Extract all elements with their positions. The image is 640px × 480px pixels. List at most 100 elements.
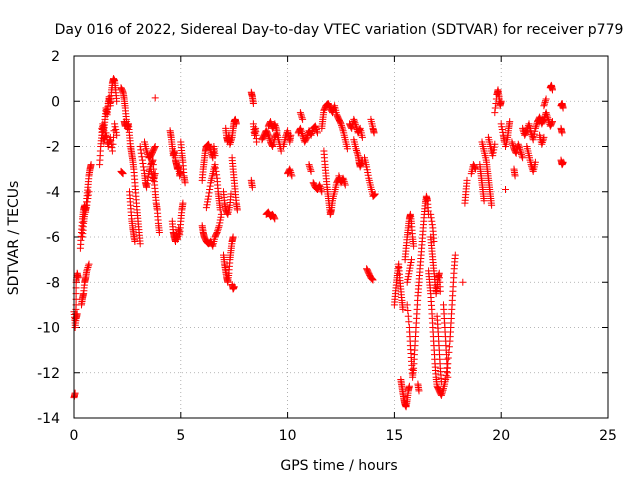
data-point [303, 133, 311, 141]
data-point [136, 240, 144, 248]
x-tick-label: 20 [492, 428, 510, 444]
data-point [151, 94, 159, 102]
data-point [351, 120, 359, 128]
data-point [226, 140, 234, 148]
data-point [516, 147, 524, 155]
data-point [227, 190, 235, 198]
data-point [265, 135, 273, 143]
data-point [85, 260, 93, 268]
data-point [558, 129, 566, 137]
data-point [155, 229, 163, 236]
data-point [84, 191, 92, 199]
data-point [317, 186, 325, 194]
data-point [491, 104, 499, 112]
data-point [471, 164, 479, 172]
data-point [451, 251, 459, 259]
data-point [233, 206, 241, 214]
data-point [511, 172, 519, 180]
data-point [408, 256, 415, 264]
data-point [491, 140, 499, 148]
data-point [405, 382, 413, 390]
data-point [298, 114, 306, 122]
data-point [427, 214, 435, 222]
data-point [288, 172, 296, 180]
data-point [151, 170, 159, 178]
data-point [151, 144, 159, 152]
data-point [356, 163, 364, 171]
data-point [109, 140, 117, 148]
data-point [341, 179, 349, 187]
data-point [531, 158, 539, 166]
data-point [211, 152, 219, 160]
data-point [549, 118, 556, 126]
data-point [212, 167, 220, 175]
data-point [102, 129, 110, 137]
data-point [307, 167, 315, 175]
data-point [405, 318, 413, 326]
data-point [113, 131, 121, 139]
data-point [430, 238, 438, 245]
data-point [286, 165, 294, 173]
x-tick-label: 25 [599, 428, 617, 444]
data-point [143, 183, 151, 191]
data-point [463, 176, 471, 184]
data-point [559, 104, 567, 112]
data-point [253, 138, 261, 146]
y-tick-label: -14 [37, 411, 60, 427]
data-point [308, 130, 316, 137]
data-point [444, 354, 452, 362]
data-point [548, 119, 556, 127]
data-point [314, 129, 321, 137]
data-point [312, 126, 320, 133]
x-tick-label: 15 [385, 428, 403, 444]
chart-title: Day 016 of 2022, Sidereal Day-to-day VTE… [55, 22, 624, 38]
data-point [459, 278, 467, 286]
data-points [70, 75, 567, 411]
data-point [443, 368, 451, 376]
data-point [217, 210, 225, 218]
data-point [497, 97, 505, 105]
data-point [339, 174, 347, 182]
plot-frame [73, 55, 609, 419]
data-point [538, 139, 546, 146]
data-point [488, 201, 496, 209]
data-point [131, 238, 139, 245]
data-point [508, 138, 516, 146]
data-point [232, 120, 240, 128]
data-point [341, 181, 349, 189]
data-point [543, 112, 551, 120]
data-point [143, 147, 151, 155]
data-point [371, 191, 379, 199]
data-point [403, 278, 411, 286]
data-point [515, 142, 523, 150]
data-point [480, 197, 488, 205]
y-tick-label: -4 [46, 185, 60, 201]
data-point [108, 147, 116, 155]
data-point [444, 373, 452, 381]
data-point [415, 387, 423, 395]
data-point [83, 198, 91, 206]
data-point [287, 170, 295, 178]
data-point [299, 115, 307, 123]
data-point [138, 153, 146, 161]
data-point [73, 310, 81, 318]
data-point [119, 170, 127, 178]
data-point [353, 148, 361, 156]
data-point [509, 141, 517, 149]
data-point [405, 270, 413, 278]
x-tick-label: 10 [279, 428, 297, 444]
tick-labels: 0 5 10 15 20 25 -14 -12 -10 -8 -6 -4 -2 0 2 [37, 49, 617, 444]
data-point [502, 186, 509, 193]
data-point [248, 183, 256, 191]
data-point [559, 158, 567, 166]
data-point [437, 378, 445, 386]
data-point [87, 161, 95, 169]
y-tick-label: -12 [37, 366, 60, 382]
data-point [536, 113, 544, 121]
data-point [151, 143, 159, 150]
data-point [542, 97, 549, 105]
data-point [549, 86, 556, 94]
data-point [297, 110, 305, 118]
data-point [229, 233, 237, 241]
